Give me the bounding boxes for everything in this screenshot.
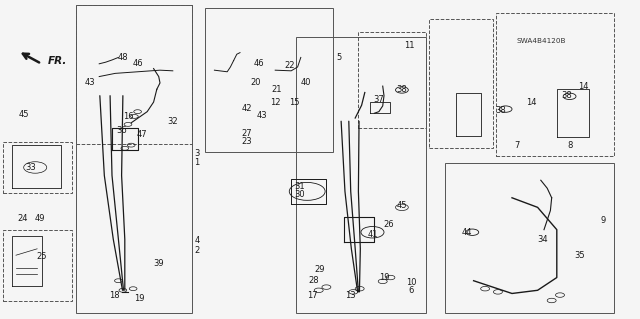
Text: 43: 43: [84, 78, 95, 87]
Text: 32: 32: [168, 117, 178, 126]
Bar: [3, 142, 72, 193]
Bar: [3, 230, 72, 301]
Text: 45: 45: [19, 110, 29, 119]
Bar: [445, 163, 614, 313]
Bar: [496, 13, 614, 156]
Text: 36: 36: [116, 126, 127, 135]
Text: 7: 7: [515, 141, 520, 150]
Text: 18: 18: [109, 291, 119, 300]
Text: 27: 27: [241, 130, 252, 138]
Text: 48: 48: [118, 53, 128, 62]
Text: 29: 29: [315, 265, 325, 274]
Text: 28: 28: [308, 276, 319, 285]
Text: 41: 41: [367, 230, 378, 239]
Text: 14: 14: [579, 82, 589, 91]
Text: 26: 26: [384, 220, 394, 229]
Text: 38: 38: [397, 85, 407, 94]
Bar: [296, 37, 426, 313]
Text: 42: 42: [241, 104, 252, 113]
Text: 46: 46: [132, 59, 143, 68]
Text: 33: 33: [26, 163, 36, 172]
Text: 17: 17: [307, 291, 317, 300]
Text: 35: 35: [574, 251, 584, 260]
Text: 13: 13: [346, 291, 356, 300]
Text: 22: 22: [284, 61, 294, 70]
Text: 16: 16: [123, 112, 133, 121]
Text: 24: 24: [17, 214, 28, 223]
Text: 45: 45: [397, 201, 407, 210]
Text: 44: 44: [462, 228, 472, 237]
Text: 6: 6: [408, 286, 413, 295]
Text: 47: 47: [137, 130, 147, 139]
Bar: [76, 5, 192, 313]
Text: FR.: FR.: [48, 56, 67, 66]
Bar: [429, 19, 493, 148]
Text: 11: 11: [404, 41, 415, 50]
Text: 39: 39: [154, 259, 164, 268]
Text: 3: 3: [195, 149, 200, 158]
Text: 8: 8: [567, 141, 572, 150]
Text: 19: 19: [379, 273, 389, 282]
Text: 40: 40: [301, 78, 311, 87]
Text: 46: 46: [254, 59, 264, 68]
Text: 12: 12: [270, 98, 280, 107]
Text: 43: 43: [257, 111, 268, 120]
Text: 38: 38: [561, 91, 572, 100]
Text: 5: 5: [337, 53, 342, 62]
Text: 2: 2: [195, 246, 200, 255]
Text: 9: 9: [601, 216, 606, 225]
Text: 10: 10: [406, 278, 416, 287]
Text: 37: 37: [374, 95, 384, 104]
Bar: [358, 32, 426, 128]
Text: 15: 15: [289, 98, 300, 107]
Text: 21: 21: [271, 85, 282, 94]
Text: SWA4B4120B: SWA4B4120B: [516, 39, 566, 44]
Text: 20: 20: [251, 78, 261, 87]
Text: 23: 23: [241, 137, 252, 146]
Text: 19: 19: [134, 294, 145, 303]
Bar: [76, 5, 192, 144]
Text: 25: 25: [36, 252, 47, 261]
Text: 14: 14: [526, 98, 536, 107]
Text: 30: 30: [294, 190, 305, 199]
Text: 31: 31: [294, 182, 305, 191]
Text: 38: 38: [495, 106, 506, 115]
Text: 49: 49: [35, 214, 45, 223]
Text: 4: 4: [195, 236, 200, 245]
Bar: [205, 8, 333, 152]
Text: 34: 34: [538, 235, 548, 244]
Text: 1: 1: [195, 158, 200, 167]
